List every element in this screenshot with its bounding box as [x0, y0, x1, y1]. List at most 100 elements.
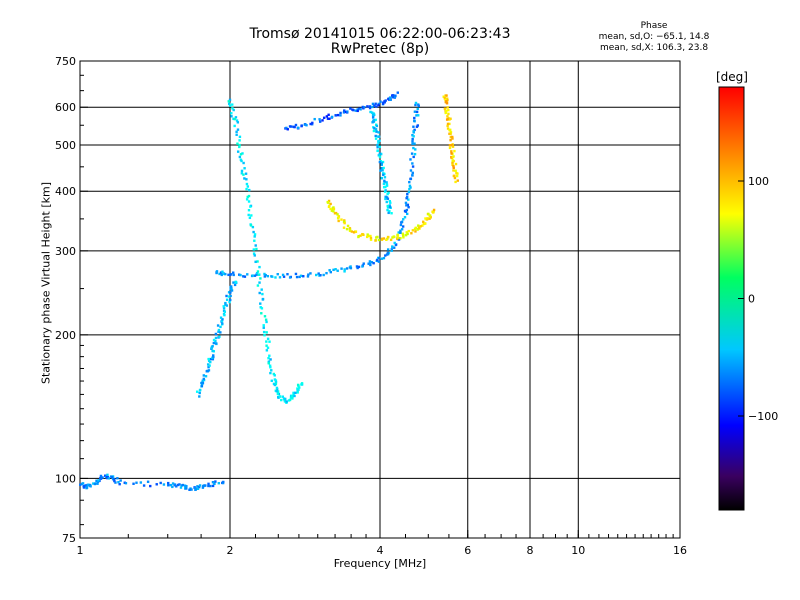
echo-point — [396, 236, 400, 239]
echo-point — [451, 160, 454, 163]
echo-point — [229, 291, 232, 294]
echo-point — [171, 482, 175, 485]
echo-point — [389, 98, 392, 102]
echo-point — [253, 235, 256, 238]
echo-point — [451, 161, 454, 165]
echo-point — [219, 325, 222, 329]
echo-point — [231, 107, 234, 110]
echo-point — [235, 119, 239, 122]
echo-point — [328, 269, 331, 272]
echo-point — [240, 159, 243, 163]
echo-point — [291, 397, 294, 400]
x-tick-label: 1 — [77, 544, 84, 557]
echo-point — [326, 200, 329, 204]
echo-point — [429, 216, 432, 219]
echo-point — [267, 357, 270, 360]
echo-point — [450, 155, 453, 159]
echo-point — [239, 158, 243, 161]
echo-point — [392, 235, 395, 238]
echo-point — [268, 354, 271, 357]
echo-point — [372, 261, 375, 265]
echo-point — [209, 357, 213, 361]
echo-point — [224, 303, 227, 306]
x-tick-label: 10 — [571, 544, 585, 557]
echo-point — [445, 97, 449, 100]
echo-point — [403, 216, 407, 219]
echo-point — [377, 238, 381, 242]
echo-point — [242, 161, 245, 165]
echo-point — [411, 165, 415, 168]
echo-point — [256, 284, 260, 287]
echo-point — [349, 265, 352, 268]
echo-point — [415, 110, 419, 114]
echo-trace — [284, 91, 399, 131]
echo-point — [399, 223, 403, 227]
echo-point — [238, 143, 241, 147]
echo-point — [99, 474, 103, 478]
echo-point — [236, 121, 240, 124]
echo-point — [185, 485, 188, 488]
echo-point — [189, 487, 192, 490]
echo-point — [428, 217, 431, 220]
echo-point — [286, 128, 289, 131]
echo-point — [413, 152, 417, 156]
echo-point — [400, 220, 404, 224]
echo-point — [309, 122, 312, 126]
echo-point — [132, 482, 135, 485]
echo-point — [234, 116, 238, 119]
echo-point — [259, 277, 262, 280]
echo-point — [262, 324, 265, 327]
echo-point — [305, 124, 308, 127]
echo-point — [366, 233, 369, 236]
echo-point — [222, 305, 225, 308]
echo-point — [452, 166, 455, 169]
echo-point — [399, 229, 402, 232]
echo-point — [414, 226, 418, 230]
echo-point — [330, 115, 334, 119]
echo-point — [390, 248, 393, 251]
echo-point — [453, 176, 457, 180]
echo-point — [298, 386, 301, 389]
y-tick-label: 500 — [55, 139, 76, 152]
echo-point — [369, 236, 373, 240]
echo-point — [452, 174, 456, 178]
echo-trace — [227, 98, 304, 404]
echo-point — [333, 212, 337, 215]
echo-point — [106, 473, 109, 477]
echo-point — [342, 220, 346, 224]
echo-point — [101, 476, 104, 479]
echo-point — [329, 202, 332, 206]
x-tick-label: 4 — [377, 544, 384, 557]
echo-point — [385, 181, 388, 184]
echo-point — [278, 276, 282, 279]
echo-point — [412, 125, 415, 128]
echo-point — [343, 268, 346, 271]
echo-point — [409, 158, 412, 161]
echo-point — [97, 479, 100, 482]
echo-point — [230, 289, 234, 292]
echo-point — [295, 275, 299, 279]
echo-trace — [326, 199, 436, 242]
echo-point — [383, 101, 386, 104]
echo-point — [357, 235, 360, 239]
echo-point — [232, 117, 235, 121]
echo-point — [273, 374, 276, 377]
echo-point — [265, 320, 268, 324]
echo-point — [356, 109, 359, 113]
echo-point — [371, 102, 375, 106]
echo-point — [219, 316, 223, 319]
echo-point — [449, 132, 452, 136]
echo-point — [382, 256, 386, 260]
echo-point — [369, 238, 373, 241]
x-tick-label: 16 — [673, 544, 687, 557]
echo-point — [416, 107, 419, 111]
echo-point — [386, 208, 389, 212]
echo-point — [366, 105, 369, 108]
echo-point — [306, 275, 310, 278]
echo-point — [212, 341, 216, 345]
echo-point — [286, 273, 289, 276]
echo-point — [448, 146, 452, 150]
echo-point — [422, 222, 425, 226]
echo-point — [227, 100, 230, 103]
echo-point — [238, 135, 242, 139]
